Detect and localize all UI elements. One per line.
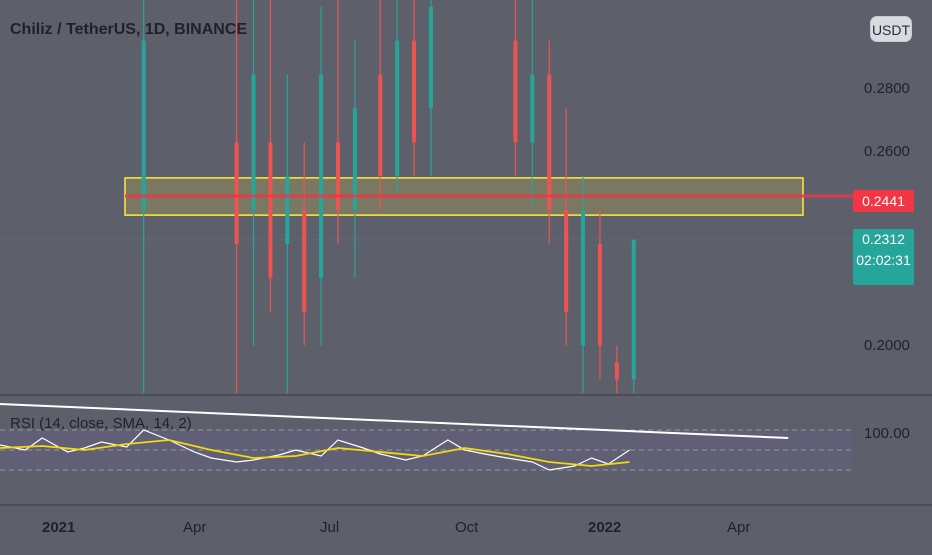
candle-body xyxy=(597,243,602,346)
candle xyxy=(513,0,518,177)
candle xyxy=(302,142,307,346)
candle-body xyxy=(564,210,569,312)
candle-body xyxy=(285,176,290,244)
rsi-trendline xyxy=(0,403,789,439)
candle-body xyxy=(352,108,357,211)
candle xyxy=(285,74,290,393)
candle xyxy=(412,0,417,177)
candle xyxy=(597,210,602,380)
level-price-tag: 0.2441 xyxy=(853,190,914,212)
candle-body xyxy=(302,210,307,312)
candle xyxy=(547,40,552,244)
countdown-value: 02:02:31 xyxy=(856,252,911,268)
candle-body xyxy=(614,362,619,380)
rsi-legend-label: RSI (14, close, SMA, 14, 2) xyxy=(10,415,192,432)
y-tick-label: 0.2600 xyxy=(864,143,910,160)
candle-body xyxy=(251,74,256,211)
candle xyxy=(614,345,619,393)
candle xyxy=(378,0,383,211)
y-tick-label: 0.2000 xyxy=(864,337,910,354)
x-tick-label: 2021 xyxy=(42,519,75,536)
chart-title: Chiliz / TetherUS, 1D, BINANCE xyxy=(10,21,248,38)
candle-body xyxy=(513,40,518,143)
x-tick-label: Jul xyxy=(320,519,339,536)
candle-body xyxy=(530,74,535,143)
candle xyxy=(268,0,273,312)
candle-body xyxy=(581,210,586,346)
candle xyxy=(564,108,569,346)
last-price-value: 0.2312 xyxy=(862,231,905,247)
candle xyxy=(336,0,340,244)
candle-body xyxy=(547,74,552,211)
x-tick-label: 2022 xyxy=(588,519,621,536)
currency-button[interactable]: USDT xyxy=(870,16,912,42)
x-tick-label: Oct xyxy=(455,519,479,536)
y-tick-label: 100.00 xyxy=(864,425,910,442)
candle xyxy=(352,40,357,278)
candle xyxy=(428,0,433,177)
y-tick-label: 0.2800 xyxy=(864,80,910,97)
candle-body xyxy=(319,74,324,278)
rsi-line xyxy=(0,429,630,471)
candle xyxy=(251,0,256,346)
candle-body xyxy=(631,239,636,380)
candle-body xyxy=(378,74,383,177)
candle-body xyxy=(234,142,239,244)
candle xyxy=(631,239,636,393)
candle-body xyxy=(336,142,340,211)
candle xyxy=(319,6,324,346)
candle-body xyxy=(268,142,273,278)
rsi-ma-line xyxy=(0,439,630,467)
candle-body xyxy=(428,6,433,109)
x-tick-label: Apr xyxy=(727,519,750,536)
candle-body xyxy=(395,40,400,177)
candle-body xyxy=(412,40,417,143)
last-price-tag: 0.2312 02:02:31 xyxy=(853,229,914,285)
candle xyxy=(581,176,586,393)
candle xyxy=(530,0,535,211)
candle xyxy=(395,0,400,194)
candle-body xyxy=(141,40,146,211)
x-tick-label: Apr xyxy=(183,519,206,536)
